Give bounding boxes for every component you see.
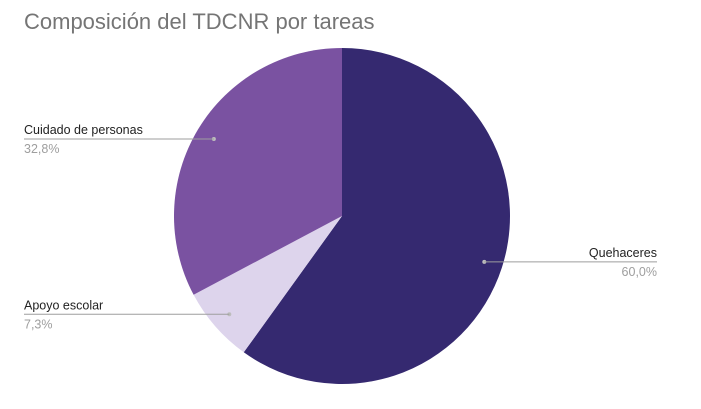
pie-slice-apoyo-escolar bbox=[193, 216, 342, 353]
slice-label-quehaceres: Quehaceres bbox=[589, 246, 657, 260]
slice-label-cuidado-de-personas: Cuidado de personas bbox=[24, 123, 143, 137]
pie-slice-cuidado-de-personas bbox=[173, 48, 342, 295]
chart-title: Composición del TDCNR por tareas bbox=[24, 9, 375, 34]
slice-value-apoyo-escolar: 7,3% bbox=[24, 317, 53, 331]
slice-value-cuidado-de-personas: 32,8% bbox=[24, 142, 59, 156]
pie-slice-quehaceres bbox=[243, 48, 510, 384]
slice-label-apoyo-escolar: Apoyo escolar bbox=[24, 298, 103, 312]
slice-value-quehaceres: 60,0% bbox=[622, 265, 657, 279]
